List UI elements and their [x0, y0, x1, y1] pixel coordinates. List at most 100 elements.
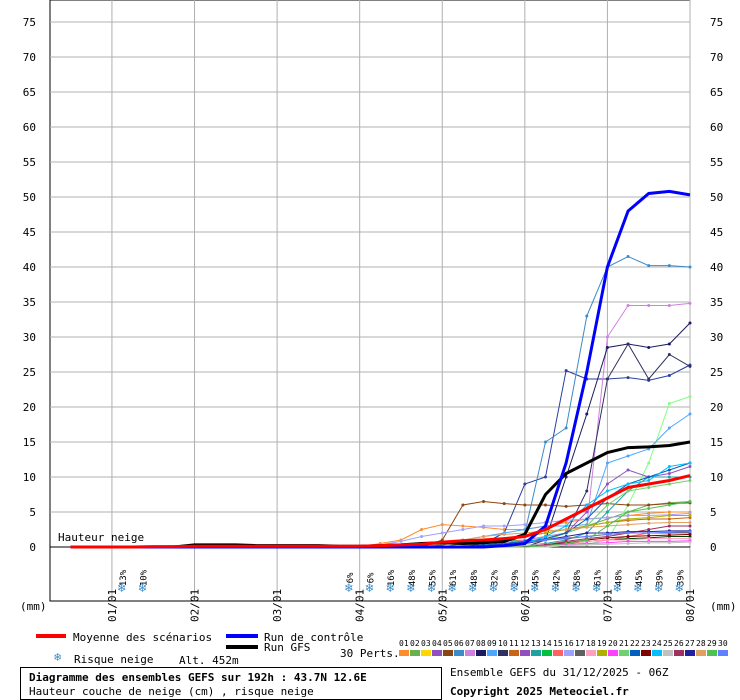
series-point [482, 500, 486, 503]
risk-band [49, 546, 691, 602]
pert-label: 04 [432, 639, 442, 648]
series-point [647, 514, 651, 517]
pert-swatch [498, 650, 508, 656]
y-tick-label-left: 30 [23, 331, 36, 344]
series-point [667, 426, 671, 430]
x-date-label: 05/01 [436, 589, 449, 622]
y-tick-label-right: 65 [710, 86, 723, 99]
series-point [688, 395, 692, 398]
series-point [543, 535, 547, 538]
snow-risk-pct: 16% [387, 569, 397, 586]
series-point [647, 486, 651, 489]
pert-swatch [575, 650, 585, 656]
series-point [688, 537, 692, 541]
series-point [626, 514, 630, 517]
series-point [626, 255, 630, 258]
pert-label: 01 [399, 639, 409, 648]
y-tick-label-right: 0 [710, 541, 717, 554]
pert-label: 19 [597, 639, 607, 648]
series-point [667, 264, 671, 268]
y-tick-label-right: 25 [710, 366, 723, 379]
y-tick-label-right: 45 [710, 226, 723, 239]
pert-label: 09 [487, 639, 497, 648]
series-point [523, 503, 527, 507]
series-point [667, 517, 671, 521]
pert-label: 14 [542, 639, 552, 648]
snowflake-icon: ❄ [365, 581, 374, 596]
series-point [667, 482, 671, 486]
series-point [626, 468, 630, 472]
snowflake-icon: ❄ [509, 581, 518, 596]
series-point [585, 412, 589, 416]
y-tick-label-left: 55 [23, 156, 36, 169]
y-tick-label-right: 50 [710, 191, 723, 204]
series-point [482, 535, 486, 538]
series-point [647, 377, 651, 381]
series-point [585, 503, 589, 507]
snowflake-icon: ❄ [406, 581, 415, 596]
series-point [667, 510, 671, 514]
y-tick-label-left: 0 [29, 541, 36, 554]
x-date-label: 02/01 [189, 589, 202, 622]
y-tick-label-right: 20 [710, 401, 723, 414]
series-point [543, 538, 547, 542]
pert-swatch [564, 650, 574, 656]
series-point [647, 503, 651, 507]
x-date-label: 06/01 [519, 589, 532, 622]
pert-swatch [399, 650, 409, 656]
series-point [564, 536, 568, 540]
pert-swatch [531, 650, 541, 656]
series-point [626, 542, 630, 545]
pert-swatch [465, 650, 475, 656]
snow-risk-pct: 39% [656, 569, 666, 586]
series-point [605, 503, 609, 507]
snow-risk-pct: 61% [594, 569, 604, 586]
footer-title: Diagramme des ensembles GEFS sur 192h : … [29, 671, 367, 684]
pert-swatch [553, 650, 563, 656]
pert-label: 07 [465, 639, 475, 648]
series-line-moyenne-des-scénarios [70, 474, 691, 549]
series-point [523, 523, 527, 527]
pert-swatch [597, 650, 607, 656]
pert-swatch [718, 650, 728, 656]
series-point [626, 304, 630, 307]
pert-label: 26 [674, 639, 684, 648]
altitude-label: Alt. 452m [179, 654, 239, 667]
series-point [564, 369, 568, 373]
series-point [647, 537, 651, 541]
series-point [626, 489, 630, 493]
snowflake-icon: ❄ [138, 581, 147, 596]
snow-risk-pct: 48% [408, 569, 418, 586]
snowflake-icon: ❄ [447, 581, 456, 596]
pert-label: 16 [564, 639, 574, 648]
series-point [667, 342, 671, 346]
series-point [585, 535, 589, 538]
series-point [440, 531, 444, 535]
snowflake-icon: ❄ [550, 581, 559, 596]
pert-swatch [432, 650, 442, 656]
x-date-label: 07/01 [601, 589, 614, 622]
snow-risk-pct: 45% [532, 569, 542, 586]
series-point [647, 534, 651, 538]
snow-risk-pct: 6% [367, 572, 377, 583]
y-tick-label-right: 10 [710, 471, 723, 484]
snow-risk-pct: 32% [490, 569, 500, 586]
series-point [688, 511, 692, 515]
y-tick-label-left: 40 [23, 261, 36, 274]
series-point [585, 510, 589, 514]
series-point [461, 524, 465, 528]
series-point [626, 510, 630, 514]
series-point [667, 537, 671, 541]
footer-subtitle: Hauteur couche de neige (cm) , risque ne… [29, 685, 314, 698]
series-point [647, 461, 651, 465]
series-point [667, 524, 671, 528]
pert-swatch [443, 650, 453, 656]
series-point [523, 482, 527, 486]
y-tick-label-right: 75 [710, 16, 723, 29]
pert-label: 03 [421, 639, 431, 648]
snowflake-icon: ❄ [674, 581, 683, 596]
series-point [605, 461, 609, 465]
y-tick-label-right: 30 [710, 331, 723, 344]
snow-risk-pct: 42% [552, 569, 562, 586]
pert-label: 21 [619, 639, 629, 648]
